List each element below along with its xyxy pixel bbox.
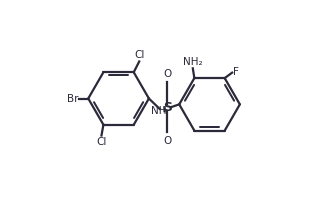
Text: O: O [164,136,171,146]
Text: F: F [233,67,239,77]
Text: Br: Br [67,94,78,103]
Text: S: S [163,101,172,114]
Text: NH₂: NH₂ [183,57,202,67]
Text: NH: NH [151,106,166,116]
Text: O: O [164,69,171,79]
Text: Cl: Cl [135,50,145,60]
Text: Cl: Cl [96,137,107,147]
